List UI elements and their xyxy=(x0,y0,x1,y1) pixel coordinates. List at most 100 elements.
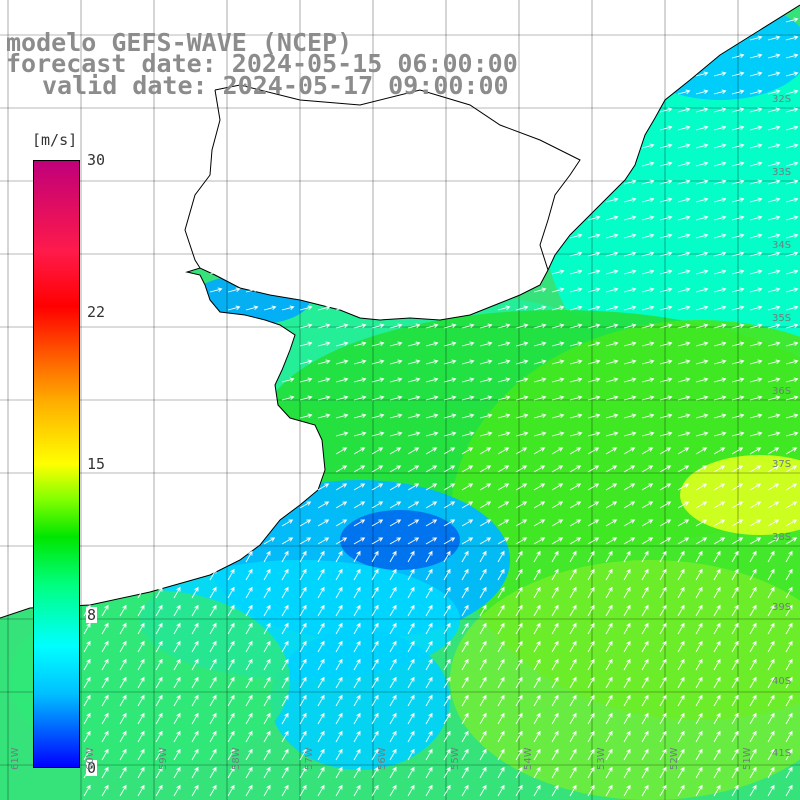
wind-arrow xyxy=(785,179,799,185)
wind-arrow xyxy=(551,465,564,473)
wind-arrow xyxy=(371,640,379,653)
wind-arrow xyxy=(353,323,367,329)
wind-arrow xyxy=(101,712,109,725)
wind-arrow xyxy=(425,431,439,437)
wind-arrow xyxy=(587,766,595,779)
wind-arrow xyxy=(263,586,271,599)
wind-arrow xyxy=(749,694,757,707)
wind-arrow xyxy=(749,215,763,221)
wind-arrow xyxy=(479,694,487,707)
colorbar-tick: 0 xyxy=(86,759,98,777)
wind-arrow xyxy=(677,658,685,671)
wind-arrow xyxy=(695,413,709,419)
wind-arrow xyxy=(695,766,703,779)
wind-arrow xyxy=(533,586,541,599)
wind-arrow xyxy=(425,784,433,797)
wind-arrow xyxy=(533,640,541,653)
wind-arrow xyxy=(299,537,312,545)
wind-arrow xyxy=(623,359,637,365)
wind-arrow xyxy=(299,766,307,779)
wind-arrow xyxy=(695,107,709,113)
wind-arrow xyxy=(515,323,529,329)
wind-arrow xyxy=(263,712,271,725)
wind-arrow xyxy=(749,730,757,743)
lat-label: 37S xyxy=(772,459,792,470)
wind-arrow xyxy=(587,501,600,509)
wind-arrow xyxy=(605,305,619,311)
wind-arrow xyxy=(749,766,757,779)
wind-arrow xyxy=(641,447,654,455)
wind-arrow xyxy=(515,359,529,365)
wind-arrow xyxy=(785,519,798,527)
wind-arrow xyxy=(191,658,199,671)
wind-arrow xyxy=(371,519,384,527)
wind-arrow xyxy=(515,377,529,383)
wind-arrow xyxy=(551,676,559,689)
wind-arrow xyxy=(533,550,541,563)
wind-arrow xyxy=(353,359,367,365)
wind-arrow xyxy=(713,501,726,509)
wind-arrow xyxy=(407,413,421,419)
wind-arrow xyxy=(425,676,433,689)
wind-arrow xyxy=(767,35,781,41)
wind-arrow xyxy=(137,766,145,779)
wind-arrow xyxy=(155,586,163,599)
wind-arrow xyxy=(623,676,631,689)
wind-arrow xyxy=(245,305,259,311)
wind-arrow xyxy=(551,483,564,491)
wind-arrow xyxy=(731,604,739,617)
wind-arrow xyxy=(101,784,109,797)
wind-arrow xyxy=(749,501,762,509)
wind-arrow xyxy=(425,694,433,707)
wind-arrow xyxy=(533,377,547,383)
wind-arrow xyxy=(659,447,672,455)
wind-arrow xyxy=(533,676,541,689)
wind-arrow xyxy=(317,519,330,527)
wind-arrow xyxy=(713,125,727,131)
wind-arrow xyxy=(101,766,109,779)
wind-arrow xyxy=(317,359,331,365)
wind-arrow xyxy=(227,640,235,653)
wind-arrow xyxy=(695,586,703,599)
wind-arrow xyxy=(155,748,163,761)
wind-arrow xyxy=(641,323,655,329)
wind-arrow xyxy=(389,748,397,761)
wind-arrow xyxy=(407,377,421,383)
wind-arrow xyxy=(587,748,595,761)
wind-arrow xyxy=(515,748,523,761)
wind-arrow xyxy=(641,730,649,743)
wind-arrow xyxy=(245,568,253,581)
wind-arrow xyxy=(569,694,577,707)
wind-arrow xyxy=(353,568,361,581)
wind-arrow xyxy=(533,658,541,671)
wind-arrow xyxy=(569,377,583,383)
wind-arrow xyxy=(245,622,253,635)
wind-arrow xyxy=(497,341,511,347)
wind-arrow xyxy=(299,784,307,797)
wind-arrow xyxy=(425,550,433,563)
wind-arrow xyxy=(605,359,619,365)
wind-arrow xyxy=(551,622,559,635)
wind-arrow xyxy=(461,519,474,527)
wind-arrow xyxy=(659,197,673,203)
lon-label: 51W xyxy=(742,747,753,770)
wind-arrow xyxy=(785,431,799,437)
wind-arrow xyxy=(335,784,343,797)
wind-arrow xyxy=(389,519,402,527)
wind-arrow xyxy=(659,483,672,491)
wind-arrow xyxy=(317,640,325,653)
wind-arrow xyxy=(191,640,199,653)
wind-arrow xyxy=(515,712,523,725)
wind-arrow xyxy=(101,604,109,617)
wind-arrow xyxy=(785,323,799,329)
wind-arrow xyxy=(461,622,469,635)
wind-arrow xyxy=(479,341,493,347)
wind-arrow xyxy=(713,658,721,671)
wind-arrow xyxy=(137,676,145,689)
wind-arrow xyxy=(461,784,469,797)
wind-arrow xyxy=(389,712,397,725)
wind-arrow xyxy=(623,323,637,329)
wind-arrow xyxy=(137,658,145,671)
wind-arrow xyxy=(479,622,487,635)
wind-arrow xyxy=(137,640,145,653)
